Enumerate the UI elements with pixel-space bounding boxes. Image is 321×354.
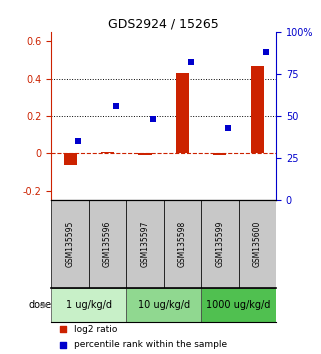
Text: 10 ug/kg/d: 10 ug/kg/d: [138, 301, 190, 310]
Bar: [164, 200, 201, 289]
Bar: [213, 153, 226, 155]
Point: [60, 327, 65, 332]
Bar: [201, 200, 239, 289]
Text: GSM135599: GSM135599: [215, 221, 224, 268]
Text: GSM135600: GSM135600: [253, 221, 262, 268]
Bar: [239, 200, 276, 289]
Bar: [201, 289, 276, 322]
Bar: [251, 65, 264, 153]
Bar: [51, 289, 126, 322]
Bar: [176, 73, 189, 153]
Text: percentile rank within the sample: percentile rank within the sample: [74, 340, 227, 349]
Point: [76, 138, 81, 144]
Text: log2 ratio: log2 ratio: [74, 325, 117, 334]
Text: 1 ug/kg/d: 1 ug/kg/d: [66, 301, 112, 310]
Point: [151, 116, 156, 122]
Point: [188, 59, 193, 65]
Bar: [138, 153, 152, 155]
Bar: [126, 200, 164, 289]
Text: dose: dose: [28, 301, 51, 310]
Bar: [64, 153, 77, 165]
Bar: [126, 289, 201, 322]
Text: 1000 ug/kg/d: 1000 ug/kg/d: [206, 301, 271, 310]
Text: GSM135598: GSM135598: [178, 221, 187, 267]
Text: GSM135597: GSM135597: [141, 221, 150, 268]
Bar: [101, 152, 114, 153]
Bar: [51, 200, 89, 289]
Text: GSM135595: GSM135595: [65, 221, 74, 268]
Point: [113, 103, 118, 109]
Bar: [89, 200, 126, 289]
Point: [60, 342, 65, 348]
Title: GDS2924 / 15265: GDS2924 / 15265: [108, 18, 219, 31]
Point: [226, 125, 231, 131]
Point: [263, 49, 268, 55]
Text: GSM135596: GSM135596: [103, 221, 112, 268]
